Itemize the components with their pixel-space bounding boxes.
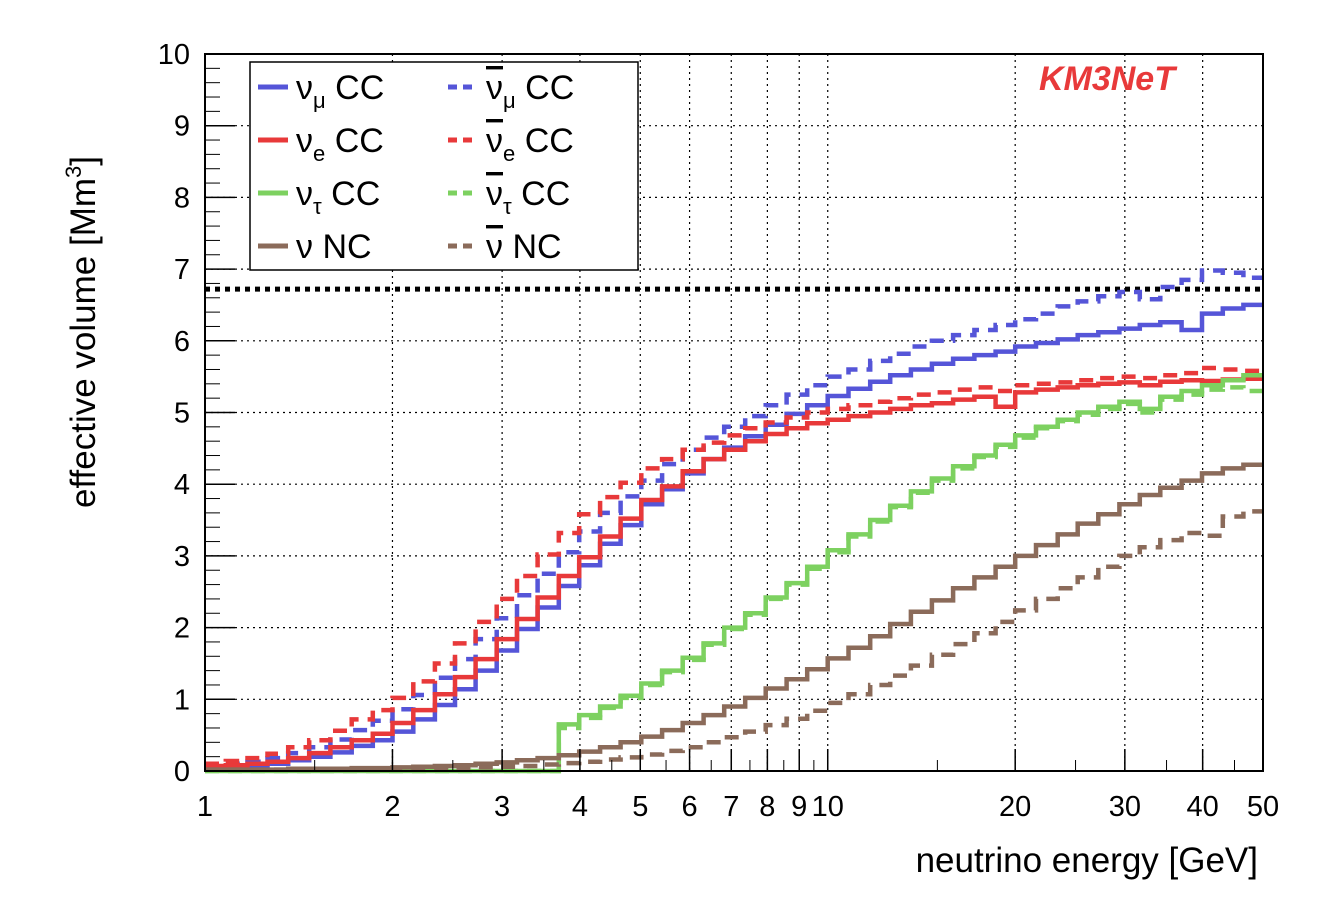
y-tick-label: 5 (174, 398, 190, 430)
x-tick-label: 4 (572, 791, 588, 823)
x-axis-title: neutrino energy [GeV] (916, 841, 1258, 880)
y-tick-labels: 0 1 2 3 4 5 6 7 8 9 10 (158, 39, 190, 788)
y-axis-title-main: effective volume [Mm (64, 178, 103, 508)
x-tick-label: 30 (1109, 791, 1141, 823)
y-tick-label: 4 (174, 469, 190, 501)
y-tick-label: 0 (174, 756, 190, 788)
y-tick-label: 3 (174, 541, 190, 573)
y-axis-title-end: ] (64, 156, 103, 166)
x-tick-label: 7 (723, 791, 739, 823)
legend-box (249, 61, 639, 271)
x-tick-label: 40 (1187, 791, 1219, 823)
series-line-1 (205, 268, 1263, 769)
y-tick-label: 1 (174, 684, 190, 716)
y-tick-label: 6 (174, 326, 190, 358)
legend-label: νe CC (296, 122, 384, 166)
legend-label: ντ CC (296, 175, 380, 219)
legend-label: ν NC (486, 228, 562, 266)
x-tick-label: 9 (791, 791, 807, 823)
y-tick-label: 7 (174, 254, 190, 286)
x-tick-label: 10 (812, 791, 844, 823)
legend-label: νμ CC (296, 69, 384, 113)
series-line-6 (205, 462, 1263, 772)
legend-label: ν NC (296, 228, 372, 266)
legend: νμ CC νμ CC νe CC νe CC ντ CC ντ CC ν NC ν NC (249, 61, 639, 271)
series-layer (205, 268, 1263, 774)
legend-label: ντ CC (486, 175, 570, 219)
x-tick-label: 20 (999, 791, 1031, 823)
y-axis-title-sup: 3 (61, 166, 86, 178)
y-tick-label: 2 (174, 613, 190, 645)
x-tick-label: 2 (384, 791, 400, 823)
series-line-5 (205, 385, 1263, 774)
y-tick-label: 10 (158, 39, 190, 71)
y-tick-label: 9 (174, 111, 190, 143)
x-tick-label: 5 (632, 791, 648, 823)
x-tick-label: 6 (682, 791, 698, 823)
x-tick-label: 3 (494, 791, 510, 823)
y-tick-label: 8 (174, 182, 190, 214)
axis-ticks (204, 53, 1264, 772)
legend-label: νe CC (486, 122, 574, 166)
series-line-3 (205, 365, 1263, 767)
x-tick-label: 1 (197, 791, 213, 823)
x-tick-label: 50 (1247, 791, 1279, 823)
series-line-2 (205, 376, 1263, 769)
km3net-label: KM3NeT (1039, 60, 1178, 98)
x-tick-labels: 1 2 3 4 5 6 7 8 9 10 20 30 40 50 (197, 791, 1279, 823)
legend-label: νμ CC (486, 69, 574, 113)
x-tick-label: 8 (759, 791, 775, 823)
series-line-7 (205, 509, 1263, 772)
y-axis-title: effective volume [Mm3] (61, 156, 103, 508)
